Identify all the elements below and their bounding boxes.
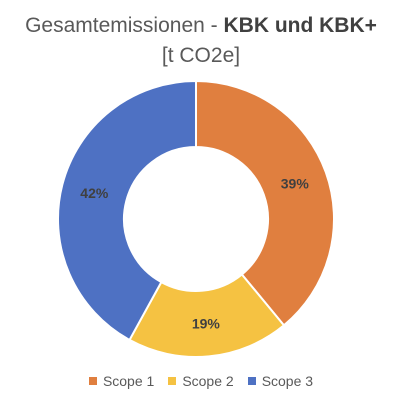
data-label-scope-1: 39% [281, 175, 310, 191]
legend-item-scope-3: Scope 3 [247, 373, 314, 389]
legend-label: Scope 1 [102, 373, 155, 389]
slice-scope-3 [57, 79, 197, 342]
chart-subtitle: [t CO2e] [161, 44, 241, 67]
legend: Scope 1 Scope 2 Scope 3 [0, 373, 402, 389]
legend-label: Scope 3 [261, 373, 314, 389]
chart-title-bold: KBK und KBK+ [223, 14, 377, 37]
legend-swatch [88, 377, 97, 385]
chart-title: Gesamtemissionen - KBK und KBK+ [0, 12, 402, 40]
legend-item-scope-1: Scope 1 [88, 373, 155, 389]
legend-item-scope-2: Scope 2 [168, 373, 234, 389]
legend-swatch [247, 377, 256, 385]
data-label-scope-2: 19% [192, 316, 221, 332]
chart-title-prefix: Gesamtemissionen - [25, 14, 224, 37]
legend-label: Scope 2 [182, 373, 234, 389]
data-label-scope-3: 42% [80, 185, 109, 201]
legend-swatch [168, 377, 177, 385]
slice-scope-1 [195, 79, 335, 327]
